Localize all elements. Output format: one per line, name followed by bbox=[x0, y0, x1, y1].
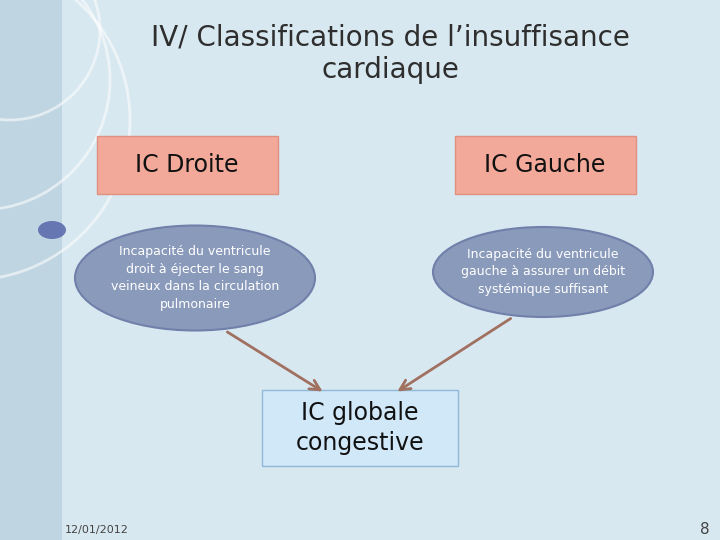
Text: IC globale
congestive: IC globale congestive bbox=[296, 401, 424, 455]
Text: Incapacité du ventricule
gauche à assurer un débit
systémique suffisant: Incapacité du ventricule gauche à assure… bbox=[461, 248, 625, 296]
Ellipse shape bbox=[38, 221, 66, 239]
FancyBboxPatch shape bbox=[0, 0, 62, 540]
Ellipse shape bbox=[75, 226, 315, 330]
FancyBboxPatch shape bbox=[262, 390, 458, 466]
Text: 12/01/2012: 12/01/2012 bbox=[65, 525, 129, 535]
FancyBboxPatch shape bbox=[454, 136, 636, 194]
FancyBboxPatch shape bbox=[96, 136, 277, 194]
Text: 8: 8 bbox=[701, 523, 710, 537]
Text: IC Droite: IC Droite bbox=[135, 153, 239, 177]
Text: IC Gauche: IC Gauche bbox=[485, 153, 606, 177]
Ellipse shape bbox=[433, 227, 653, 317]
Text: IV/ Classifications de l’insuffisance: IV/ Classifications de l’insuffisance bbox=[150, 24, 629, 52]
Text: cardiaque: cardiaque bbox=[321, 56, 459, 84]
Text: Incapacité du ventricule
droit à éjecter le sang
veineux dans la circulation
pul: Incapacité du ventricule droit à éjecter… bbox=[111, 245, 279, 310]
